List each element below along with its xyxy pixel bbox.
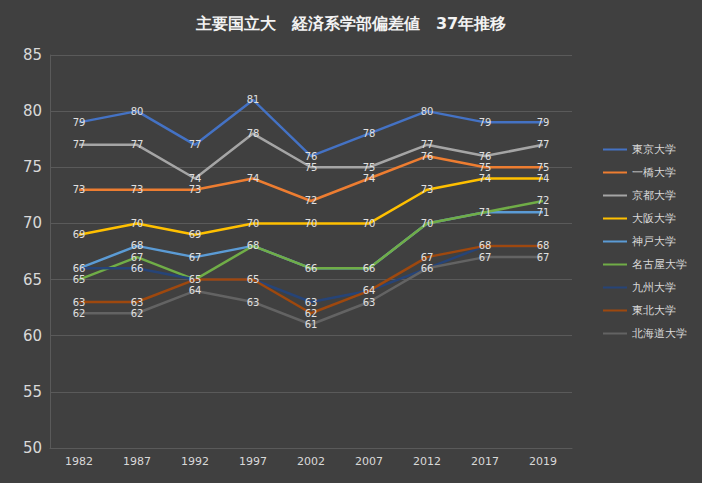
- svg-text:78: 78: [247, 128, 260, 139]
- svg-text:71: 71: [479, 207, 492, 218]
- svg-text:61: 61: [305, 319, 318, 330]
- svg-text:50: 50: [23, 439, 42, 457]
- svg-text:65: 65: [73, 274, 86, 285]
- svg-text:2017: 2017: [471, 455, 499, 468]
- svg-text:65: 65: [247, 274, 260, 285]
- svg-text:66: 66: [131, 263, 144, 274]
- svg-text:68: 68: [131, 240, 144, 251]
- svg-text:2002: 2002: [297, 455, 325, 468]
- svg-text:76: 76: [305, 151, 318, 162]
- svg-text:75: 75: [23, 158, 42, 176]
- svg-text:79: 79: [479, 117, 492, 128]
- svg-text:55: 55: [23, 383, 42, 401]
- svg-text:68: 68: [537, 240, 550, 251]
- svg-text:東北大学: 東北大学: [632, 304, 676, 317]
- svg-text:74: 74: [537, 173, 550, 184]
- svg-text:77: 77: [537, 139, 550, 150]
- svg-text:67: 67: [479, 252, 492, 263]
- svg-text:80: 80: [23, 102, 42, 120]
- svg-text:67: 67: [189, 252, 202, 263]
- svg-text:76: 76: [479, 151, 492, 162]
- svg-text:63: 63: [305, 297, 318, 308]
- svg-text:73: 73: [189, 184, 202, 195]
- svg-text:66: 66: [305, 263, 318, 274]
- svg-text:京都大学: 京都大学: [632, 189, 676, 202]
- svg-text:70: 70: [247, 218, 260, 229]
- svg-text:東京大学: 東京大学: [632, 143, 676, 156]
- svg-text:74: 74: [479, 173, 492, 184]
- svg-text:66: 66: [421, 263, 434, 274]
- svg-text:65: 65: [23, 271, 42, 289]
- svg-text:72: 72: [537, 195, 550, 206]
- svg-text:68: 68: [247, 240, 260, 251]
- svg-text:79: 79: [537, 117, 550, 128]
- svg-text:67: 67: [131, 252, 144, 263]
- svg-text:63: 63: [363, 297, 376, 308]
- svg-text:77: 77: [131, 139, 144, 150]
- svg-text:75: 75: [363, 162, 376, 173]
- svg-text:73: 73: [421, 184, 434, 195]
- svg-text:81: 81: [247, 94, 260, 105]
- svg-text:74: 74: [189, 173, 202, 184]
- svg-text:68: 68: [479, 240, 492, 251]
- svg-text:62: 62: [131, 308, 144, 319]
- svg-text:74: 74: [363, 173, 376, 184]
- svg-text:77: 77: [421, 139, 434, 150]
- svg-text:65: 65: [189, 274, 202, 285]
- svg-text:70: 70: [421, 218, 434, 229]
- svg-text:63: 63: [131, 297, 144, 308]
- svg-text:75: 75: [305, 162, 318, 173]
- svg-text:62: 62: [305, 308, 318, 319]
- svg-text:63: 63: [247, 297, 260, 308]
- svg-text:一橋大学: 一橋大学: [632, 166, 676, 179]
- svg-text:神戸大学: 神戸大学: [632, 235, 676, 248]
- svg-text:79: 79: [73, 117, 86, 128]
- svg-text:67: 67: [421, 252, 434, 263]
- svg-text:1992: 1992: [181, 455, 209, 468]
- svg-text:70: 70: [305, 218, 318, 229]
- svg-text:2012: 2012: [413, 455, 441, 468]
- svg-text:76: 76: [421, 151, 434, 162]
- svg-text:70: 70: [131, 218, 144, 229]
- svg-text:85: 85: [23, 46, 42, 64]
- svg-text:74: 74: [247, 173, 260, 184]
- svg-text:九州大学: 九州大学: [632, 281, 676, 294]
- svg-text:75: 75: [479, 162, 492, 173]
- svg-text:80: 80: [421, 106, 434, 117]
- svg-text:67: 67: [537, 252, 550, 263]
- svg-text:1997: 1997: [239, 455, 267, 468]
- svg-text:80: 80: [131, 106, 144, 117]
- svg-text:2019: 2019: [529, 455, 557, 468]
- svg-text:73: 73: [73, 184, 86, 195]
- svg-text:73: 73: [131, 184, 144, 195]
- svg-text:北海道大学: 北海道大学: [632, 327, 687, 340]
- svg-text:主要国立大 経済系学部偏差値 37年推移: 主要国立大 経済系学部偏差値 37年推移: [195, 14, 506, 33]
- svg-text:2007: 2007: [355, 455, 383, 468]
- svg-text:75: 75: [537, 162, 550, 173]
- svg-text:71: 71: [537, 207, 550, 218]
- svg-text:66: 66: [73, 263, 86, 274]
- svg-text:69: 69: [189, 229, 202, 240]
- svg-text:70: 70: [23, 214, 42, 232]
- svg-text:70: 70: [363, 218, 376, 229]
- svg-text:66: 66: [363, 263, 376, 274]
- svg-text:大阪大学: 大阪大学: [632, 212, 676, 225]
- svg-text:77: 77: [189, 139, 202, 150]
- svg-text:64: 64: [363, 285, 376, 296]
- svg-text:1982: 1982: [65, 455, 93, 468]
- svg-text:1987: 1987: [123, 455, 151, 468]
- svg-text:64: 64: [189, 285, 202, 296]
- svg-text:63: 63: [73, 297, 86, 308]
- svg-text:77: 77: [73, 139, 86, 150]
- svg-text:72: 72: [305, 195, 318, 206]
- svg-text:78: 78: [363, 128, 376, 139]
- svg-text:名古屋大学: 名古屋大学: [632, 258, 687, 271]
- svg-text:69: 69: [73, 229, 86, 240]
- svg-text:60: 60: [23, 327, 42, 345]
- svg-text:62: 62: [73, 308, 86, 319]
